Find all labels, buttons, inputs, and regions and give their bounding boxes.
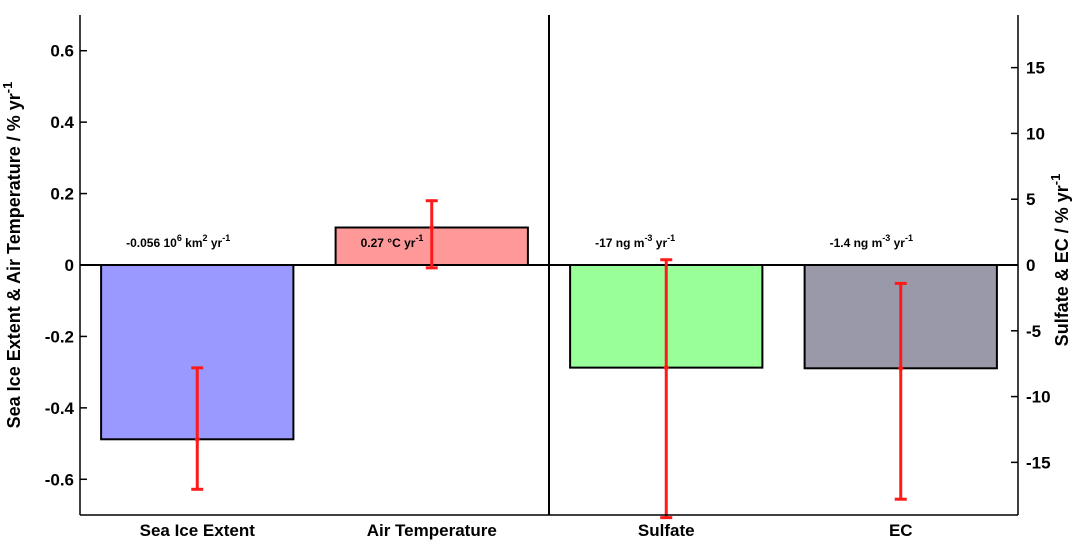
error-bars-layer [191, 199, 907, 520]
error-bar-3 [894, 281, 907, 501]
error-bar-center [898, 365, 904, 371]
right-tick-label: 0 [1026, 256, 1035, 275]
rate-annotation-1: 0.27 °C yr-1 [361, 233, 424, 250]
right-tick-label: -10 [1026, 388, 1051, 407]
left-axis-title: Sea Ice Extent & Air Temperature / % yr-… [0, 82, 24, 429]
error-bar-1 [425, 199, 438, 270]
rate-annotation-0: -0.056 106 km2 yr-1 [126, 233, 230, 250]
error-bar-center [663, 365, 669, 371]
right-tick-label: -5 [1026, 322, 1041, 341]
annotation-superscript: -1 [415, 233, 423, 243]
right-tick-label: -15 [1026, 453, 1051, 472]
annotation-superscript: -3 [644, 233, 652, 243]
annotations-layer: -0.056 106 km2 yr-1 0.27 °C yr-1 -17 ng m-… [126, 233, 913, 250]
annotation-text: -17 ng m [595, 236, 644, 250]
category-label-0: Sea Ice Extent [140, 521, 256, 540]
rate-annotation-2: -17 ng m-3 yr-1 [595, 233, 675, 250]
axes-layer [79, 15, 1019, 516]
error-bar-center [194, 436, 200, 442]
left-tick-label: 0.6 [50, 42, 74, 61]
annotation-superscript: 2 [203, 233, 208, 243]
right-tick-label: 5 [1026, 190, 1035, 209]
annotation-superscript: -1 [222, 233, 230, 243]
annotation-superscript: -3 [882, 233, 890, 243]
axis-title-superscript: -1 [1048, 174, 1063, 186]
right-tick-label: 10 [1026, 124, 1045, 143]
annotation-text: yr [208, 236, 223, 250]
annotation-text: -0.056 10 [126, 236, 177, 250]
left-tick-label: 0.4 [50, 113, 74, 132]
rate-annotation-3: -1.4 ng m-3 yr-1 [830, 233, 913, 250]
right-axis-title: Sulfate & EC / % yr-1 [1048, 174, 1072, 347]
category-label-1: Air Temperature [367, 521, 497, 540]
axis-title-superscript: -1 [0, 82, 15, 94]
error-bar-2 [660, 258, 673, 520]
left-tick-label: -0.6 [45, 470, 74, 489]
error-bar-0 [191, 366, 204, 491]
axis-title-text: Sea Ice Extent & Air Temperature / % yr [4, 93, 24, 428]
annotation-text: -1.4 ng m [830, 236, 883, 250]
annotation-text: yr [890, 236, 905, 250]
labels-layer: -0.6 -0.4 -0.2 0 0.2 0.4 0.6 -15 -10 -5 0 5 10 15 Sea … [0, 42, 1072, 540]
category-label-2: Sulfate [638, 521, 695, 540]
annotation-text: 0.27 °C yr [361, 236, 416, 250]
left-tick-label: 0 [65, 256, 74, 275]
left-tick-label: -0.2 [45, 327, 74, 346]
error-bar-center [429, 225, 435, 230]
category-label-3: EC [889, 521, 913, 540]
annotation-superscript: -1 [667, 233, 675, 243]
annotation-text: km [182, 236, 203, 250]
left-tick-label: -0.4 [45, 399, 75, 418]
annotation-superscript: 6 [177, 233, 182, 243]
axis-title-text: Sulfate & EC / % yr [1052, 185, 1072, 346]
left-tick-label: 0.2 [50, 185, 74, 204]
annotation-superscript: -1 [905, 233, 913, 243]
annotation-text: yr [652, 236, 667, 250]
right-tick-label: 15 [1026, 59, 1045, 78]
